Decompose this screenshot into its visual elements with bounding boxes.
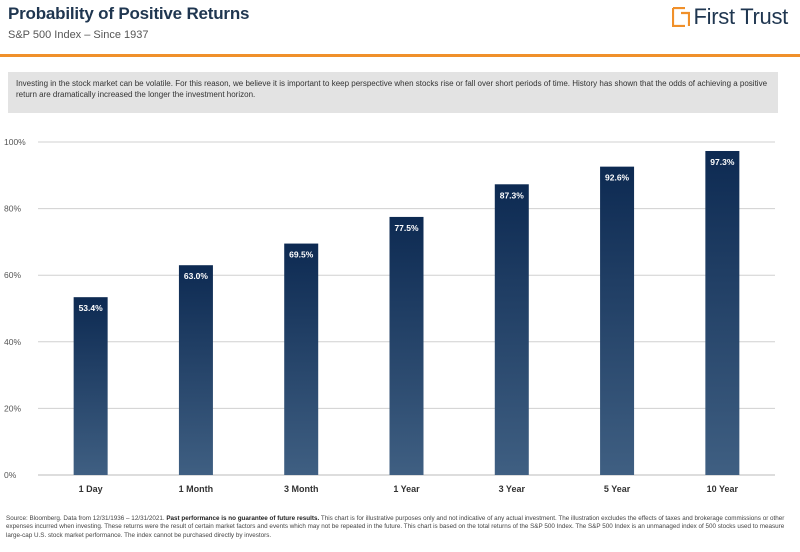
x-tick-label: 3 Month	[284, 484, 319, 494]
bar	[284, 243, 319, 475]
bar-data-label: 87.3%	[500, 190, 525, 200]
y-tick-label: 80%	[4, 204, 21, 214]
bar	[494, 184, 529, 475]
brand-logo: First Trust	[671, 4, 789, 30]
chart-title: Probability of Positive Returns	[8, 4, 250, 23]
y-tick-label: 20%	[4, 403, 21, 413]
y-tick-label: 100%	[4, 137, 26, 147]
accent-rule	[0, 54, 800, 57]
bar-chart: 0% 20% 40% 60% 80% 100% 53.4% 1 Day 63.0% 1 Month…	[0, 128, 800, 518]
bar-data-label: 92.6%	[605, 173, 630, 183]
y-tick-label: 0%	[4, 470, 17, 480]
bar-data-label: 77.5%	[394, 223, 419, 233]
y-tick-label: 60%	[4, 270, 21, 280]
bar-data-label: 63.0%	[184, 271, 209, 281]
x-tick-label: 10 Year	[707, 484, 739, 494]
x-tick-label: 5 Year	[604, 484, 631, 494]
bar	[73, 297, 108, 475]
source-footnote: Source: Bloomberg. Data from 12/31/1936 …	[6, 515, 792, 540]
bar	[705, 150, 740, 475]
brand-name: First Trust	[693, 4, 789, 29]
x-tick-label: 1 Month	[179, 484, 214, 494]
x-tick-label: 1 Day	[79, 484, 103, 494]
footnote-source: Source: Bloomberg. Data from 12/31/1936 …	[6, 515, 167, 522]
bar-data-label: 53.4%	[79, 303, 104, 313]
footnote-disclaimer: Past performance is no guarantee of futu…	[166, 515, 320, 522]
x-tick-label: 3 Year	[499, 484, 526, 494]
first-trust-logo-icon	[671, 6, 690, 28]
footnote-details: This chart is for illustrative purposes …	[6, 515, 785, 539]
bar	[178, 265, 213, 475]
bar-chart-svg: 0% 20% 40% 60% 80% 100% 53.4% 1 Day 63.0% 1 Month…	[4, 137, 775, 494]
bar-data-label: 97.3%	[710, 157, 735, 167]
bar	[600, 166, 635, 475]
x-tick-label: 1 Year	[393, 484, 420, 494]
intro-text: Investing in the stock market can be vol…	[8, 72, 778, 113]
bar-data-label: 69.5%	[289, 250, 314, 260]
bar	[389, 216, 424, 476]
chart-subtitle: S&P 500 Index – Since 1937	[8, 29, 149, 41]
y-tick-label: 40%	[4, 337, 21, 347]
header: Probability of Positive Returns S&P 500 …	[8, 4, 792, 54]
